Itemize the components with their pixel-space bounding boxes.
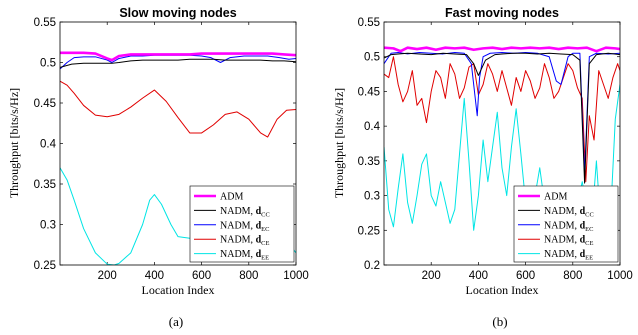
y-tick-label: 0.45 [358,86,380,98]
x-axis-label-a: Location Index [142,283,215,297]
legend-label: NADM, dEE [220,249,269,262]
plot-frame-b [383,21,621,266]
series-line-nadm-dec [60,54,296,70]
panel-b: Fast moving nodes 0.20.250.30.350.40.450… [332,6,633,329]
series-line-nadm-dce [60,80,296,138]
legend-label: NADM, dEE [544,249,593,262]
x-tick-label: 600 [516,270,535,282]
x-tick-label: 800 [563,270,582,282]
x-tick-label: 800 [239,270,258,282]
legend-label: NADM, dCC [544,206,594,219]
y-axis-label-b: Throughput [bits/s/Hz] [332,88,346,198]
y-axis-label-a: Throughput [bits/s/Hz] [7,88,21,198]
x-tick-label: 200 [422,270,441,282]
series-line-adm [60,51,296,62]
x-tick-label: 400 [145,270,164,282]
y-tick-label: 0.25 [34,260,56,272]
y-tick-label: 0.55 [358,17,380,29]
chart-title-b: Fast moving nodes [445,6,559,20]
y-tick-label: 0.35 [358,156,380,168]
y-tick-label: 0.25 [358,225,380,237]
series-line-nadm-dce [384,56,620,183]
x-tick-label: 200 [98,270,117,282]
legend-label: NADM, dEC [544,220,593,233]
y-tick-label: 0.2 [364,260,380,272]
series-line-nadm-dcc [384,52,620,184]
x-tick-label: 1000 [607,270,633,282]
y-tick-label: 0.5 [40,58,56,70]
legend-label: ADM [220,192,243,203]
y-tick-label: 0.55 [34,17,56,29]
legend-box-b [513,185,619,263]
legend-label: NADM, dCE [220,235,269,248]
legend-label: ADM [544,192,567,203]
chart-title-a: Slow moving nodes [119,6,236,20]
legend-label: NADM, dEC [220,220,269,233]
x-ticks-b: 200 400 600 800 1000 [422,22,633,282]
y-tick-label: 0.4 [40,139,57,151]
y-tick-label: 0.45 [34,98,56,110]
y-tick-label: 0.3 [40,220,56,232]
x-tick-label: 600 [192,270,211,282]
x-tick-label: 400 [469,270,488,282]
y-tick-label: 0.4 [364,121,381,133]
legend-label: NADM, dCE [544,235,593,248]
x-ticks-a: 200 400 600 800 1000 [98,22,309,282]
x-axis-label-b: Location Index [466,283,539,297]
x-tick-label: 1000 [283,270,309,282]
legend-label: NADM, dCC [220,206,270,219]
panel-a: Slow moving nodes 0.25 0.3 0.35 0.4 0.45 0.5 0… [7,6,309,329]
caption-a: (a) [169,314,183,329]
y-tick-label: 0.5 [364,52,380,64]
y-tick-label: 0.35 [34,179,56,191]
caption-b: (b) [492,314,507,329]
series-line-nadm-dcc [60,58,296,68]
y-tick-label: 0.3 [364,191,380,203]
series-line-adm [384,46,620,53]
y-ticks-b: 0.2 0.25 0.3 0.35 0.4 0.45 0.5 0.55 [358,17,620,272]
plot-frame-a [59,21,297,266]
legend-box-a [189,185,295,263]
